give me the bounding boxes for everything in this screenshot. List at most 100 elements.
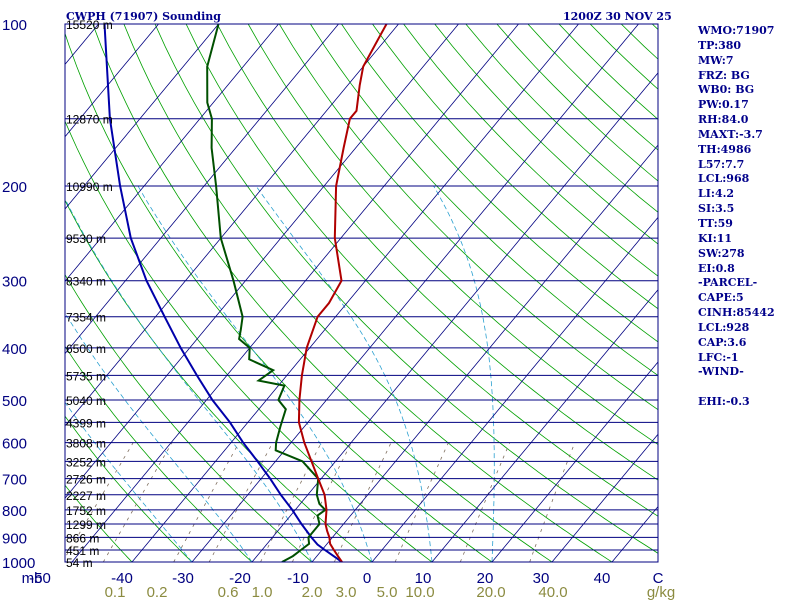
station-title: CWPH (71907) Sounding	[66, 10, 221, 23]
height-label: 7354 m	[66, 311, 106, 325]
mixing-ratio-label: 0.6	[218, 584, 239, 600]
height-label: 8340 m	[66, 275, 106, 289]
mixing-ratio-label: 1.0	[252, 584, 273, 600]
mixing-ratio-label: 10.0	[405, 584, 434, 600]
isotherm-line	[431, 289, 658, 562]
mixing-ratio-label: 2.0	[302, 584, 323, 600]
indices-panel: WMO:71907 TP:380 MW:7 FRZ: BG WB0: BG PW:0.17…	[698, 24, 798, 410]
height-label: 451 m	[66, 544, 99, 558]
temperature-tick-label: -50	[29, 570, 51, 587]
index-line: LCL:968	[698, 172, 750, 186]
mixing-ratio-label: 40.0	[538, 584, 567, 600]
date-title: 1200Z 30 NOV 25	[563, 10, 672, 23]
moist-adiabat-line	[65, 312, 253, 562]
dry-adiabat-line	[92, 24, 553, 562]
height-label: 1299 m	[66, 518, 106, 532]
height-label: 866 m	[66, 531, 99, 545]
plot-frame	[64, 23, 659, 563]
temperature-tick-label: C	[653, 570, 664, 587]
dry-adiabat-line	[65, 345, 253, 562]
height-label: 3252 m	[66, 455, 106, 469]
parcel-trace	[103, 24, 343, 562]
index-line: PW:0.17	[698, 98, 749, 112]
index-line: CAPE:5	[698, 291, 744, 305]
index-line: -PARCEL-	[698, 276, 758, 290]
temperature-tick-label: 0	[363, 570, 371, 587]
isotherm-line	[65, 24, 159, 138]
pressure-tick-label: 600	[2, 436, 27, 453]
profiles-layer	[103, 24, 388, 562]
dry-adiabat-line	[65, 32, 493, 562]
mixing-ratio-line	[208, 442, 274, 562]
height-label: 9530 m	[66, 232, 106, 246]
index-line: CAP:3.6	[698, 335, 747, 349]
temperature-tick-label: 10	[415, 570, 432, 587]
mixing-ratio-line	[173, 442, 240, 562]
isotherm-line	[71, 24, 519, 562]
index-line: WB0: BG	[698, 83, 755, 97]
mixing-ratio-line	[65, 442, 134, 559]
isotherm-line	[371, 216, 658, 562]
isotherm-line	[491, 361, 658, 562]
isotherm-line	[65, 24, 279, 282]
height-label: 5040 m	[66, 394, 106, 408]
index-line: -WIND-	[698, 365, 744, 379]
height-label: 2726 m	[66, 473, 106, 487]
height-label: 12870 m	[66, 113, 113, 127]
mixing-ratio-label: 0.2	[147, 584, 168, 600]
index-line: FRZ: BG	[698, 68, 750, 82]
pressure-tick-label: 900	[2, 530, 27, 547]
height-label: 5735 m	[66, 369, 106, 383]
index-line: SI:3.5	[698, 202, 735, 216]
mixing-ratio-label: 20.0	[476, 584, 505, 600]
index-line: LI:4.2	[698, 187, 735, 201]
index-line: LCL:928	[698, 320, 750, 334]
isotherm-line	[65, 24, 339, 355]
index-line: SW:278	[698, 246, 745, 260]
grid-layer	[65, 24, 658, 562]
index-line: EI:0.8	[698, 261, 735, 275]
index-line: L57:7.7	[698, 157, 745, 171]
moist-adiabat-line	[65, 197, 313, 562]
temperature-tick-label: -30	[172, 570, 194, 587]
pressure-tick-label: 400	[2, 341, 27, 358]
height-label: 2227 m	[66, 489, 106, 503]
pressure-tick-label: 300	[2, 274, 27, 291]
index-line	[698, 380, 798, 395]
pressure-tick-label: 500	[2, 393, 27, 410]
dewpoint-trace	[206, 24, 327, 562]
isotherm-line	[311, 144, 658, 562]
index-line: LFC:-1	[698, 350, 739, 364]
mixing-ratio-line	[529, 442, 576, 562]
index-line: EHI:-0.3	[698, 395, 750, 409]
height-label: 3808 m	[66, 437, 106, 451]
isotherm-line	[251, 72, 658, 562]
temperature-trace	[297, 24, 388, 562]
pressure-tick-label: 200	[2, 179, 27, 196]
pressure-tick-label: 100	[2, 17, 27, 34]
temperature-tick-label: 40	[594, 570, 611, 587]
moist-adiabat-line	[433, 185, 495, 562]
pressure-tick-label: 800	[2, 503, 27, 520]
temperature-tick-label: -40	[111, 570, 133, 587]
index-line: KI:11	[698, 231, 733, 245]
isotherm-line	[65, 24, 399, 427]
mixing-ratio-label: 5.0	[377, 584, 398, 600]
index-line: MAXT:-3.7	[698, 127, 763, 141]
mixing-ratio-label: g/kg	[647, 584, 675, 600]
index-line: TH:4986	[698, 142, 752, 156]
mixing-ratio-label: 3.0	[336, 584, 357, 600]
temperature-tick-label: 20	[477, 570, 494, 587]
index-line: RH:84.0	[698, 113, 749, 127]
pressure-tick-label: 700	[2, 472, 27, 489]
mixing-ratio-line	[102, 442, 173, 562]
isotherm-line	[551, 433, 658, 562]
dry-adiabat-line	[65, 199, 373, 562]
index-line: TT:59	[698, 216, 733, 230]
index-line: CINH:85442	[698, 306, 775, 320]
height-label: 1752 m	[66, 504, 106, 518]
height-label: 54 m	[66, 556, 93, 570]
isotherm-line	[131, 24, 579, 562]
isotherm-line	[65, 24, 219, 210]
